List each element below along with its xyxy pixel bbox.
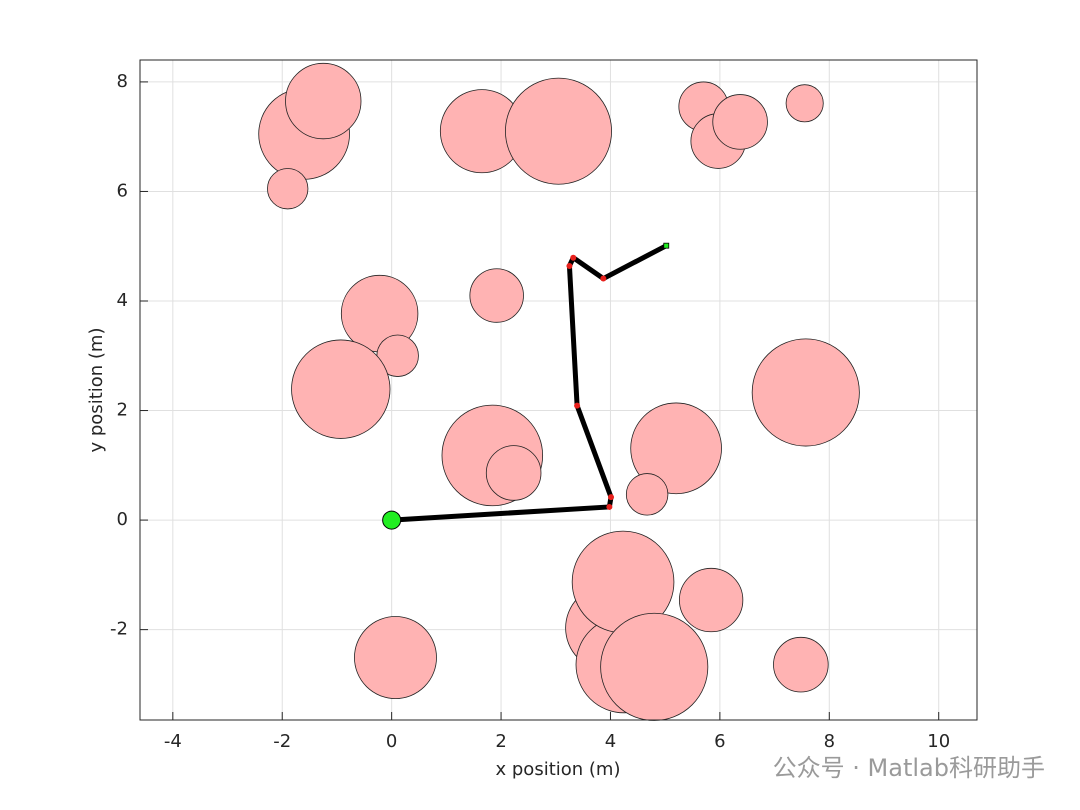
obstacle <box>485 445 542 501</box>
waypoint <box>600 275 607 282</box>
marks <box>258 62 860 721</box>
obstacle <box>469 268 524 323</box>
goal-point <box>663 242 670 249</box>
waypoint <box>574 402 581 409</box>
obstacle <box>505 77 612 185</box>
obstacle <box>600 612 709 721</box>
axes-frame <box>139 59 978 721</box>
obstacle <box>267 168 309 210</box>
x-tick-label: 8 <box>824 731 835 752</box>
x-tick-label: 10 <box>927 731 950 752</box>
x-tick-label: -2 <box>273 731 291 752</box>
y-tick-label: 4 <box>117 290 128 311</box>
y-tick-label: -2 <box>110 619 128 640</box>
obstacle <box>751 338 860 447</box>
obstacle <box>785 84 824 123</box>
obstacle <box>291 339 391 439</box>
waypoint <box>566 262 573 269</box>
y-tick-label: 0 <box>117 509 128 530</box>
y-tick-label: 2 <box>117 400 128 421</box>
obstacle <box>773 636 829 693</box>
obstacle <box>285 62 362 140</box>
obstacle <box>678 567 744 633</box>
x-tick-label: 2 <box>495 731 506 752</box>
x-tick-label: 4 <box>605 731 616 752</box>
y-axis-label: y position (m) <box>86 328 107 453</box>
y-tick-label: 6 <box>117 180 128 201</box>
waypoint <box>606 503 613 510</box>
start-point <box>382 510 402 530</box>
obstacle <box>630 402 722 495</box>
obstacle <box>354 616 437 699</box>
x-tick-label: 0 <box>386 731 397 752</box>
y-tick-label: 8 <box>117 71 128 92</box>
waypoint <box>570 254 577 261</box>
ticks: -4 -2 0 2 4 6 8 10 -2 0 2 4 6 8 <box>110 71 950 752</box>
waypoint <box>608 494 615 501</box>
x-axis-label: x position (m) <box>496 759 621 780</box>
obstacle <box>625 473 669 516</box>
x-tick-label: 6 <box>714 731 725 752</box>
obstacle <box>712 94 768 150</box>
watermark: 公众号 · Matlab科研助手 <box>773 754 1045 782</box>
x-tick-label: -4 <box>164 731 182 752</box>
